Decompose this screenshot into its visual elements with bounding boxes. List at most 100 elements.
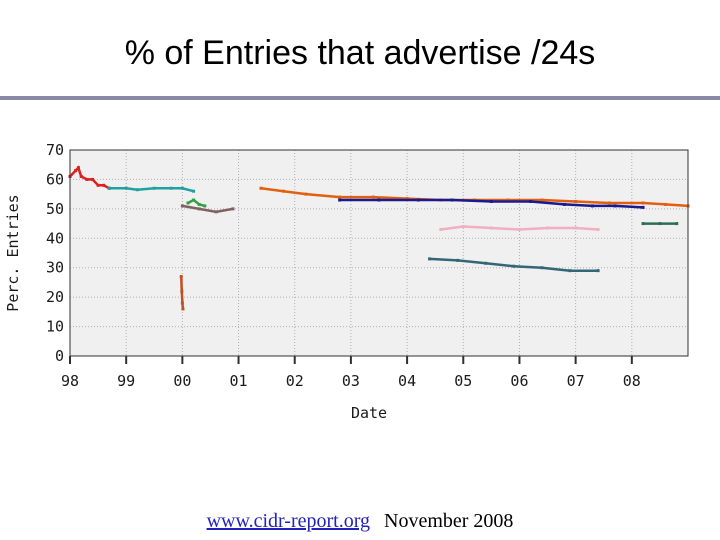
footer: www.cidr-report.org November 2008	[0, 510, 720, 533]
data-point	[90, 177, 94, 181]
x-tick-label: 03	[342, 372, 360, 390]
x-tick-label: 08	[623, 372, 641, 390]
data-point	[192, 198, 196, 202]
series-layer	[68, 165, 690, 311]
data-point	[181, 307, 185, 311]
x-tick-label: 99	[117, 372, 135, 390]
series	[180, 204, 235, 214]
footer-date: November 2008	[384, 510, 514, 532]
data-point	[102, 183, 106, 187]
data-point	[562, 202, 566, 206]
data-point	[546, 226, 550, 230]
data-point	[405, 197, 409, 201]
data-point	[664, 202, 668, 206]
data-point	[281, 189, 285, 193]
data-point	[192, 189, 196, 193]
data-point	[169, 186, 173, 190]
data-point	[596, 269, 600, 273]
x-tick-labels: 98 99 00 01 02 03 04 05 06 07 08	[61, 372, 641, 390]
data-point	[658, 222, 662, 226]
plot-frame	[69, 149, 689, 357]
axes	[69, 149, 689, 364]
data-point	[641, 222, 645, 226]
plot-area-group: 98 99 00 01 02 03 04 05 06 07 08 0 10 20 30 40 50 60 70	[46, 141, 690, 390]
series	[338, 198, 645, 209]
data-point	[506, 198, 510, 202]
y-tick-labels: 0 10 20 30 40 50 60 70	[46, 141, 64, 365]
data-point	[596, 227, 600, 231]
data-point	[450, 198, 454, 202]
data-point	[540, 266, 544, 270]
data-point	[641, 205, 645, 209]
x-tick-label: 05	[454, 372, 472, 390]
data-point	[214, 210, 218, 214]
data-point	[484, 261, 488, 265]
series	[641, 222, 679, 226]
series-line	[339, 198, 644, 209]
data-point	[179, 275, 183, 279]
series	[186, 198, 207, 208]
title-divider	[0, 96, 720, 100]
data-point	[371, 195, 375, 199]
data-point	[74, 169, 78, 173]
x-tick-label: 02	[286, 372, 304, 390]
data-point	[574, 226, 578, 230]
data-point	[231, 207, 235, 211]
series-line	[182, 204, 234, 214]
data-point	[107, 186, 111, 190]
x-tick-label: 04	[398, 372, 416, 390]
x-tick-label: 06	[510, 372, 528, 390]
x-axis-title: Date	[351, 404, 387, 422]
data-point	[607, 201, 611, 205]
data-point	[203, 204, 207, 208]
data-point	[304, 192, 308, 196]
data-point	[461, 225, 465, 229]
series	[107, 186, 196, 193]
plot-background	[70, 150, 688, 356]
data-point	[641, 201, 645, 205]
data-point	[180, 301, 184, 305]
y-tick-label: 60	[46, 170, 64, 188]
data-point	[489, 200, 493, 203]
data-point	[197, 207, 201, 211]
y-tick-label: 20	[46, 288, 64, 306]
data-point	[439, 227, 443, 231]
data-point	[135, 188, 139, 192]
y-tick-label: 10	[46, 318, 64, 336]
data-point	[675, 222, 679, 226]
series	[439, 225, 600, 231]
data-point	[416, 198, 420, 202]
data-point	[489, 226, 493, 230]
data-point	[512, 264, 516, 268]
data-point	[152, 186, 156, 190]
x-tick-label: 00	[173, 372, 191, 390]
x-tick-label: 07	[567, 372, 585, 390]
data-point	[96, 183, 100, 187]
data-point	[79, 174, 83, 178]
data-point	[76, 166, 80, 170]
y-tick-label: 70	[46, 141, 64, 159]
source-link[interactable]: www.cidr-report.org	[206, 510, 370, 532]
data-point	[180, 204, 184, 208]
slide-title: % of Entries that advertise /24s	[124, 34, 596, 72]
data-point	[85, 177, 89, 181]
chart: 98 99 00 01 02 03 04 05 06 07 08 0 10 20 30 40 50 60 70 D…	[4, 141, 690, 422]
series	[179, 275, 185, 311]
data-point	[568, 269, 572, 273]
x-tick-label: 01	[230, 372, 248, 390]
data-point	[613, 204, 617, 208]
data-point	[186, 201, 190, 205]
data-point	[428, 257, 432, 261]
data-point	[540, 198, 544, 202]
x-tick-label: 98	[61, 372, 79, 390]
data-point	[590, 204, 594, 208]
data-point	[338, 195, 342, 199]
data-point	[180, 186, 184, 190]
data-point	[456, 258, 460, 262]
y-tick-label: 40	[46, 229, 64, 247]
data-point	[197, 202, 201, 206]
series	[428, 257, 600, 273]
data-point	[259, 186, 263, 190]
data-point	[517, 227, 521, 231]
y-tick-label: 0	[55, 347, 64, 365]
